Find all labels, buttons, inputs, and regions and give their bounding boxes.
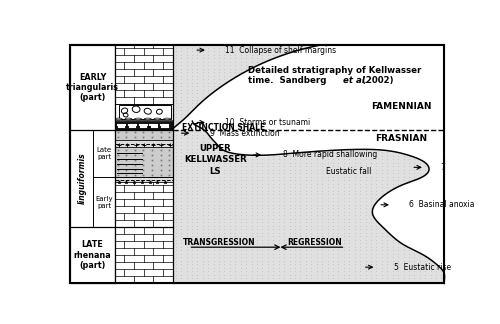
Ellipse shape bbox=[125, 118, 132, 120]
Text: LATE
rhenana
(part): LATE rhenana (part) bbox=[74, 240, 112, 270]
Text: 6  Basinal anoxia: 6 Basinal anoxia bbox=[410, 200, 475, 209]
Text: 10  Storms or tsunami: 10 Storms or tsunami bbox=[225, 118, 310, 127]
Ellipse shape bbox=[115, 118, 122, 120]
Text: EARLY
triangularis
(part): EARLY triangularis (part) bbox=[66, 73, 119, 102]
Text: time.  Sandberg: time. Sandberg bbox=[248, 75, 330, 85]
Text: Late
part: Late part bbox=[96, 147, 112, 160]
Text: Early
part: Early part bbox=[96, 196, 113, 209]
Text: 9  Mass extinction: 9 Mass extinction bbox=[210, 129, 280, 138]
Text: linguiformis: linguiformis bbox=[78, 153, 86, 204]
Text: Eustatic fall: Eustatic fall bbox=[326, 167, 372, 176]
Text: FRASNIAN: FRASNIAN bbox=[376, 134, 428, 143]
Bar bbox=[115, 182, 173, 227]
Text: UPPER
KELLWASSER
LS: UPPER KELLWASSER LS bbox=[184, 144, 247, 176]
Ellipse shape bbox=[164, 118, 170, 120]
Text: 5  Eustatic rise: 5 Eustatic rise bbox=[394, 263, 451, 272]
Text: TRANSGRESSION: TRANSGRESSION bbox=[183, 238, 256, 247]
Text: Detailed stratigraphy of Kellwasser: Detailed stratigraphy of Kellwasser bbox=[248, 65, 422, 75]
Bar bbox=[115, 147, 173, 177]
Text: 7: 7 bbox=[440, 163, 445, 172]
Text: FAMENNIAN: FAMENNIAN bbox=[372, 102, 432, 111]
Bar bbox=[115, 140, 173, 147]
Bar bbox=[115, 121, 173, 130]
Bar bbox=[70, 45, 115, 284]
Bar bbox=[115, 177, 173, 182]
Bar bbox=[115, 104, 173, 120]
Ellipse shape bbox=[154, 118, 161, 120]
Text: et al.: et al. bbox=[344, 75, 368, 85]
Bar bbox=[173, 45, 444, 284]
Polygon shape bbox=[118, 105, 171, 119]
Bar bbox=[115, 130, 173, 140]
Text: 8  More rapid shallowing: 8 More rapid shallowing bbox=[284, 150, 378, 159]
Bar bbox=[115, 45, 173, 104]
Text: REGRESSION: REGRESSION bbox=[287, 238, 342, 247]
Ellipse shape bbox=[134, 118, 141, 120]
Text: 11  Collapse of shelf margins: 11 Collapse of shelf margins bbox=[225, 46, 336, 55]
Bar bbox=[115, 227, 173, 284]
Text: EXTINCTION SHALE: EXTINCTION SHALE bbox=[182, 123, 265, 132]
Ellipse shape bbox=[144, 118, 151, 120]
Text: (2002): (2002) bbox=[359, 75, 394, 85]
